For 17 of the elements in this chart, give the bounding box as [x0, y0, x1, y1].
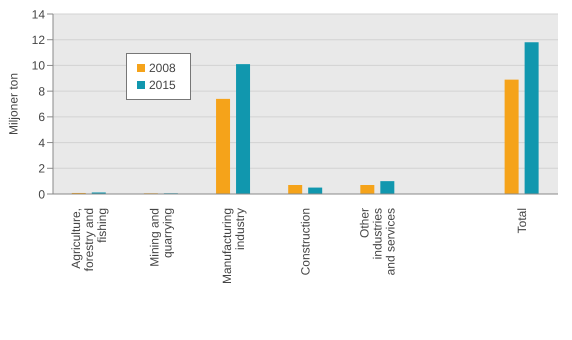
x-tick-label: Agriculture, forestry and fishing	[69, 208, 110, 272]
y-tick-label: 6	[38, 110, 46, 124]
y-tick-label: 14	[32, 7, 46, 22]
y-tick-label: 12	[32, 32, 46, 47]
x-tick-label: Construction	[298, 208, 312, 276]
y-tick-label: 0	[38, 187, 46, 202]
x-tick-label: Mining and quarrying	[148, 208, 175, 267]
y-axis-title: Miljoner ton	[6, 72, 20, 136]
y-tick-label: 4	[38, 136, 46, 150]
x-tick-label: Other industries and services	[358, 208, 398, 276]
legend-label: 2015	[148, 78, 176, 92]
legend-label: 2008	[148, 61, 176, 75]
y-tick-label: 10	[32, 58, 46, 73]
y-tick-label: 8	[38, 84, 46, 98]
x-tick-label: Total	[514, 208, 529, 234]
y-tick-label: 2	[38, 162, 46, 176]
x-tick-label: Manufacturing industry	[220, 208, 247, 284]
